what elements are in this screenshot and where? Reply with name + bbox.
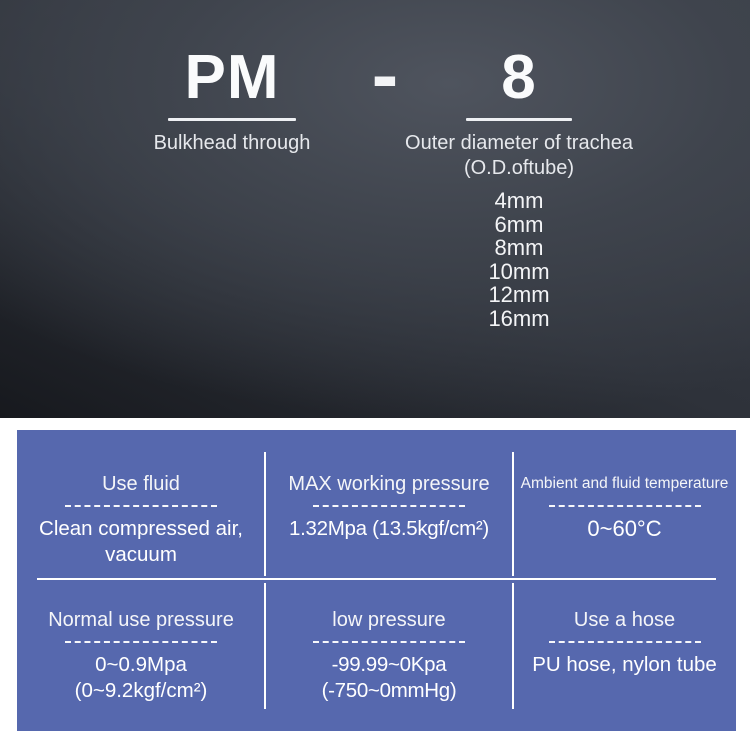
spec-table: Use fluid Clean compressed air, vacuum M… bbox=[17, 430, 736, 731]
size-option: 4mm bbox=[494, 188, 544, 213]
dashed-divider bbox=[65, 641, 217, 643]
spec-value: 1.32Mpa (13.5kgf/cm²) bbox=[289, 517, 489, 540]
model-prefix-block: PM Bulkhead through bbox=[122, 40, 342, 156]
size-option: 16mm bbox=[488, 305, 550, 331]
model-size-block: 8 Outer diameter of trachea (O.D.oftube)… bbox=[394, 40, 644, 330]
spec-cell-hose: Use a hose PU hose, nylon tube bbox=[513, 580, 736, 731]
column-separator bbox=[512, 583, 514, 709]
dashed-divider bbox=[548, 641, 701, 643]
spec-cell-temperature: Ambient and fluid temperature 0~60°C bbox=[513, 430, 736, 578]
model-prefix-underline bbox=[168, 118, 296, 121]
spec-cell-use-fluid: Use fluid Clean compressed air, vacuum bbox=[17, 430, 265, 578]
spec-table-row: Normal use pressure 0~0.9Mpa (0~9.2kgf/c… bbox=[17, 580, 736, 731]
model-prefix-label: Bulkhead through bbox=[153, 132, 311, 154]
spec-cell-low-pressure: low pressure -99.99~0Kpa (-750~0mmHg) bbox=[265, 580, 513, 731]
spec-label: Use a hose bbox=[573, 609, 676, 631]
size-option: 10mm bbox=[488, 258, 550, 284]
dashed-divider bbox=[313, 641, 465, 643]
column-separator bbox=[512, 452, 514, 576]
model-prefix-text: PM bbox=[184, 43, 280, 112]
dashed-divider bbox=[548, 505, 701, 507]
spec-cell-max-pressure: MAX working pressure 1.32Mpa (13.5kgf/cm… bbox=[265, 430, 513, 578]
spec-value: 0~0.9Mpa (0~9.2kgf/cm²) bbox=[74, 653, 208, 702]
model-size-underline bbox=[466, 118, 572, 121]
spec-label: low pressure bbox=[332, 609, 446, 631]
size-option-list: 4mm 6mm 8mm 10mm 12mm 16mm bbox=[394, 189, 644, 330]
model-size-text: 8 bbox=[501, 43, 537, 112]
row-divider-line bbox=[37, 578, 716, 580]
size-option: 12mm bbox=[488, 282, 550, 307]
spec-value: 0~60°C bbox=[587, 516, 662, 541]
column-separator bbox=[264, 452, 266, 576]
column-separator bbox=[264, 583, 266, 709]
spec-label: MAX working pressure bbox=[288, 473, 490, 495]
size-option: 6mm bbox=[494, 211, 544, 237]
size-option: 8mm bbox=[494, 235, 544, 260]
size-label-line1: Outer diameter of trachea bbox=[405, 132, 633, 154]
spec-cell-normal-pressure: Normal use pressure 0~0.9Mpa (0~9.2kgf/c… bbox=[17, 580, 265, 731]
dashed-divider bbox=[65, 505, 217, 507]
spec-label: Normal use pressure bbox=[48, 609, 234, 631]
size-label-line2: (O.D.oftube) bbox=[463, 157, 575, 179]
model-separator-dash: - bbox=[371, 30, 399, 119]
spec-value: -99.99~0Kpa (-750~0mmHg) bbox=[321, 653, 457, 702]
dashed-divider bbox=[313, 505, 465, 507]
spec-label: Ambient and fluid temperature bbox=[520, 475, 729, 492]
spec-table-row: Use fluid Clean compressed air, vacuum M… bbox=[17, 430, 736, 578]
spec-value: Clean compressed air, vacuum bbox=[39, 517, 243, 566]
spec-label: Use fluid bbox=[102, 473, 180, 495]
spec-value: PU hose, nylon tube bbox=[532, 653, 717, 676]
model-code-section: PM Bulkhead through - 8 Outer diameter o… bbox=[0, 0, 750, 418]
